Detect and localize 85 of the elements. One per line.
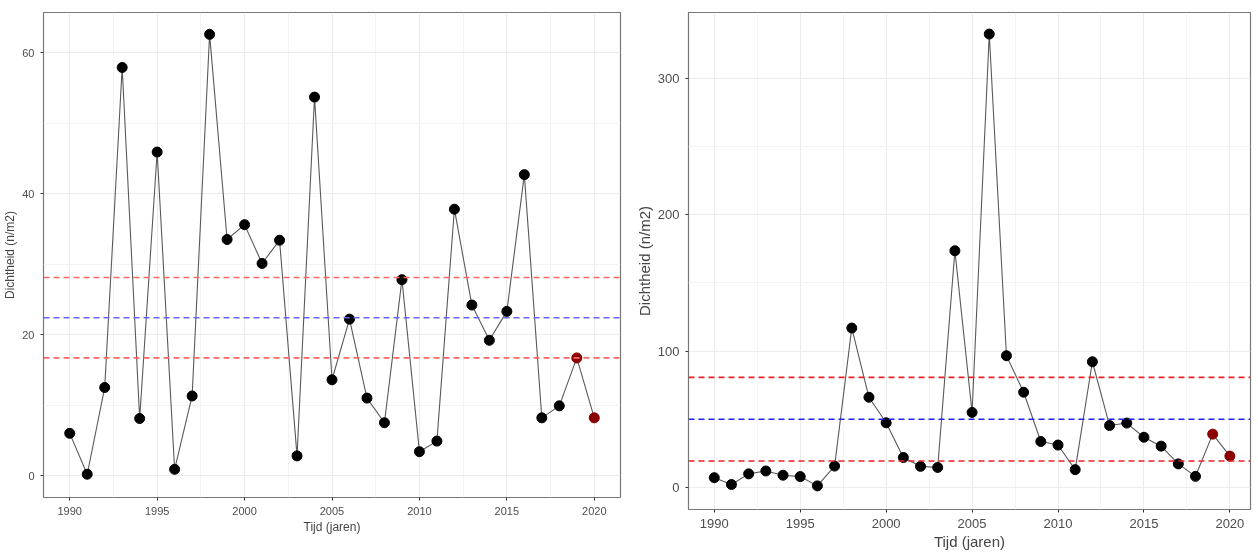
x-tick-label: 2000 [232,504,257,517]
point [725,479,737,490]
y-axis-title: Dichtheid (n/m2) [635,205,653,317]
x-tick-label: 2020 [1215,515,1245,531]
point [1052,439,1064,451]
point [1086,356,1098,368]
x-tick-label: 2005 [957,515,987,531]
point [1104,420,1116,432]
point [413,446,425,458]
point [1207,428,1219,440]
point [915,460,927,472]
point [1000,350,1012,362]
y-tick-label: 40 [22,187,35,200]
y-tick-label: 300 [657,70,680,86]
y-tick-label: 0 [28,469,35,482]
point [274,234,286,246]
point [1172,458,1184,470]
x-tick-label: 1995 [785,515,815,531]
x-tick-label: 2020 [582,504,607,517]
x-tick-label: 2015 [1129,515,1159,531]
point [396,274,408,286]
y-tick-label: 100 [657,343,680,359]
point [1155,440,1167,452]
point [448,203,460,215]
x-tick-label: 2005 [319,504,345,517]
point [1035,436,1047,447]
point [536,412,548,424]
x-tick-label: 2010 [407,504,432,517]
point [777,469,789,481]
point [949,245,961,257]
y-tick-label: 200 [657,207,680,223]
point [518,169,530,181]
point [1138,431,1150,443]
point [204,28,216,40]
y-tick-label: 20 [22,328,35,341]
x-tick-label: 1990 [57,504,82,517]
point [863,391,875,403]
point [1224,450,1236,462]
point [81,468,93,480]
point [708,472,720,484]
point [1018,386,1030,398]
x-axis-title: Tijd (jaren) [933,532,1006,550]
x-tick-label: 1990 [699,515,729,531]
point [361,392,373,404]
x-tick-label: 2010 [1043,515,1073,531]
point [760,465,772,477]
point [1190,470,1201,482]
point [378,417,390,429]
point [466,299,478,311]
point [64,427,76,439]
point [186,390,198,402]
point [932,461,944,473]
x-tick-label: 1995 [144,504,170,517]
x-tick-label: 2015 [494,504,520,517]
point [1121,417,1133,429]
point [794,471,806,483]
point [221,234,233,245]
point [966,406,978,418]
y-tick-label: 60 [22,46,35,59]
point [291,450,303,462]
point [553,400,565,412]
point [256,257,268,269]
point [151,146,163,158]
point [309,91,321,103]
point [134,413,146,425]
point [743,468,755,480]
point [846,322,858,334]
point [1069,464,1081,476]
point [880,417,892,429]
point [326,374,338,386]
x-tick-label: 2000 [871,515,901,531]
point [431,435,443,447]
point [483,334,495,346]
point [588,412,600,424]
point [239,219,251,231]
point [829,460,841,472]
x-axis-title: Tijd (jaren) [303,519,361,534]
point [811,480,823,492]
y-axis-title: Dichtheid (n/m2) [3,210,18,300]
point [169,463,181,475]
y-tick-label: 0 [672,480,680,496]
point [99,382,111,394]
point [983,28,995,40]
point [116,62,128,73]
point [501,305,513,317]
